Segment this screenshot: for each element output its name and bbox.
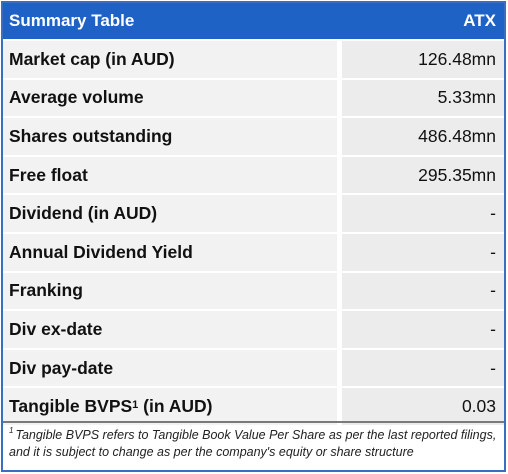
row-label: Annual Dividend Yield <box>3 233 337 271</box>
row-value: - <box>342 233 504 271</box>
footnote-text: Tangible BVPS refers to Tangible Book Va… <box>9 428 497 459</box>
row-label-suffix: (in AUD) <box>138 396 213 417</box>
row-label: Shares outstanding <box>3 118 337 155</box>
footnote-marker: 1 <box>132 398 139 411</box>
row-label: Average volume <box>3 79 337 117</box>
row-label-main: Tangible BVPS <box>9 396 133 417</box>
row-value: - <box>342 349 504 387</box>
row-value: 5.33mn <box>342 79 504 117</box>
ticker-label: ATX <box>463 11 496 30</box>
table-row-free-float: Free float 295.35mn <box>3 156 504 194</box>
row-label: Div ex-date <box>3 311 337 348</box>
table-row-franking: Franking - <box>3 272 504 310</box>
row-value: 486.48mn <box>342 118 504 155</box>
footnote-number: 1 <box>9 426 14 435</box>
footnote-divider <box>3 421 504 423</box>
table-row-average-volume: Average volume 5.33mn <box>3 79 504 117</box>
row-label: Tangible BVPS 1 (in AUD) <box>3 388 337 425</box>
row-label: Free float <box>3 156 337 194</box>
row-label: Market cap (in AUD) <box>3 41 337 78</box>
table-title: Summary Table <box>9 11 135 30</box>
footnote: 1 Tangible BVPS refers to Tangible Book V… <box>9 424 499 460</box>
table-body: Market cap (in AUD) 126.48mn Average vol… <box>3 41 504 427</box>
table-header: Summary Table ATX <box>3 3 504 39</box>
row-value: - <box>342 311 504 348</box>
table-row-annual-dividend-yield: Annual Dividend Yield - <box>3 233 504 271</box>
row-value: 0.03 <box>342 388 504 425</box>
row-value: 126.48mn <box>342 41 504 78</box>
table-row-div-ex-date: Div ex-date - <box>3 311 504 348</box>
table-row-tangible-bvps: Tangible BVPS 1 (in AUD) 0.03 <box>3 388 504 425</box>
row-value: - <box>342 195 504 232</box>
row-label: Franking <box>3 272 337 310</box>
row-value: 295.35mn <box>342 156 504 194</box>
table-row-market-cap: Market cap (in AUD) 126.48mn <box>3 41 504 78</box>
row-label: Dividend (in AUD) <box>3 195 337 232</box>
row-label: Div pay-date <box>3 349 337 387</box>
table-row-shares-outstanding: Shares outstanding 486.48mn <box>3 118 504 155</box>
row-value: - <box>342 272 504 310</box>
table-row-div-pay-date: Div pay-date - <box>3 349 504 387</box>
table-row-dividend: Dividend (in AUD) - <box>3 195 504 232</box>
